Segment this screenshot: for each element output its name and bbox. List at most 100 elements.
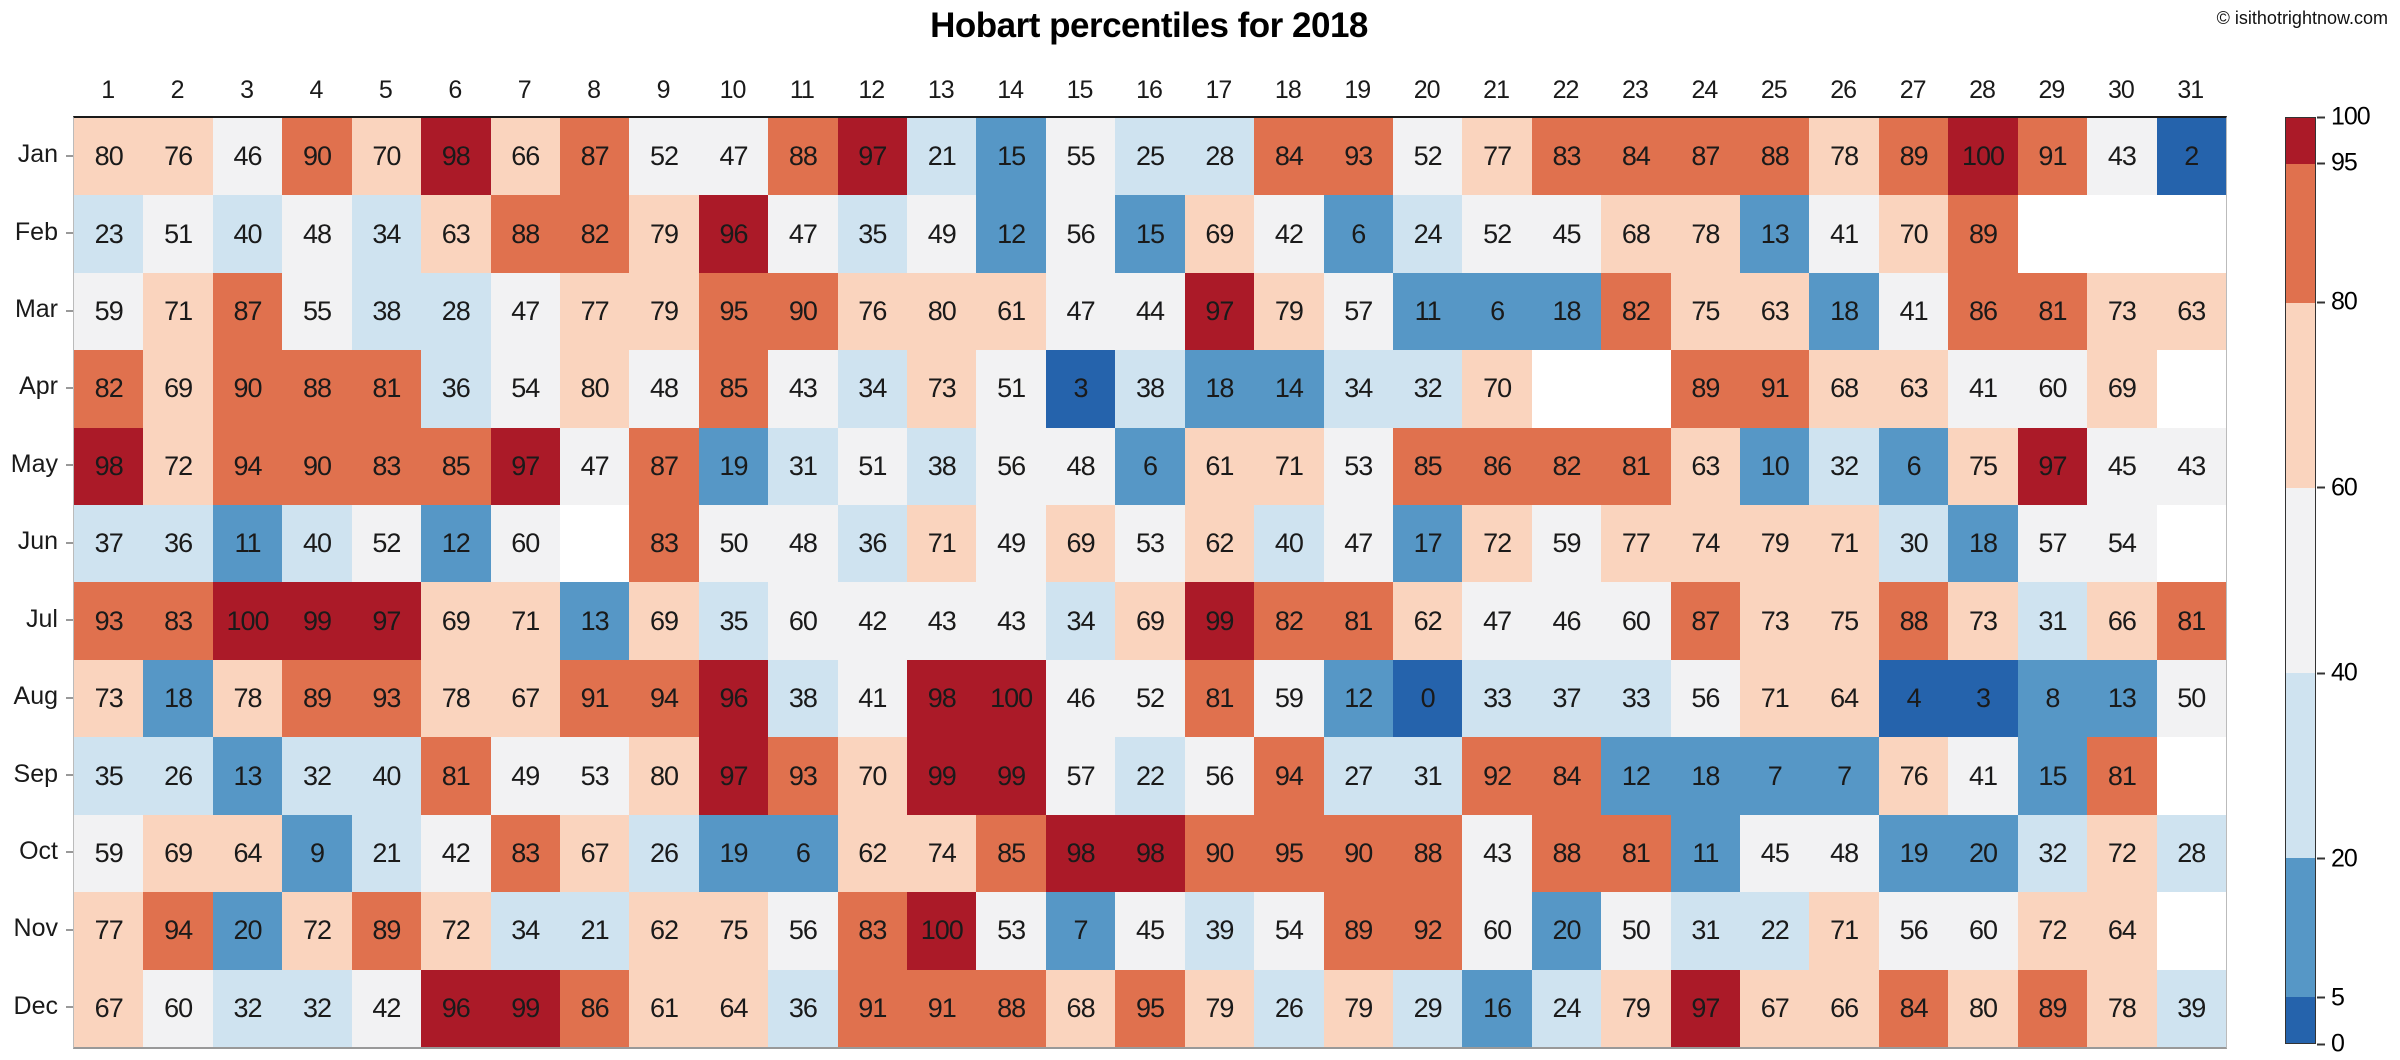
colorbar-band: [2286, 118, 2315, 165]
day-label: 16: [1136, 76, 1163, 104]
month-label: Nov: [13, 914, 58, 943]
heatmap-cell: 72: [282, 892, 352, 970]
heatmap-cell: 95: [1115, 969, 1185, 1047]
heatmap-cell: 49: [976, 505, 1046, 583]
day-label: 11: [789, 76, 815, 104]
heatmap-cell: 94: [143, 892, 213, 970]
heatmap-cell: 98: [1045, 814, 1116, 893]
heatmap-cell: 79: [1601, 969, 1671, 1047]
heatmap-cell: 69: [1184, 195, 1255, 273]
heatmap-cell: 2: [2156, 118, 2226, 196]
heatmap-cell: 49: [907, 195, 977, 273]
heatmap-cell: 89: [1948, 195, 2018, 273]
heatmap-cell: 46: [1045, 659, 1116, 738]
month-label: Jun: [17, 527, 58, 556]
heatmap-cell: 52: [629, 118, 699, 196]
heatmap-cell: 85: [1392, 427, 1463, 506]
heatmap-cell: 90: [1184, 814, 1255, 893]
colorbar-tick-mark: [2317, 162, 2325, 165]
heatmap-cell: 67: [559, 814, 630, 893]
heatmap-cell: 70: [1878, 195, 1949, 273]
heatmap-cell: 88: [1878, 582, 1949, 660]
heatmap-cell: 4: [1878, 659, 1949, 738]
day-label: 26: [1830, 76, 1857, 104]
day-label: 18: [1274, 76, 1302, 104]
heatmap-cell: 19: [698, 814, 769, 893]
y-axis-tick: [66, 658, 73, 735]
heatmap-cell: 7: [1740, 737, 1810, 815]
heatmap-cell: 43: [2156, 427, 2226, 506]
heatmap-cell: 88: [1392, 814, 1463, 893]
heatmap-cell: 18: [143, 659, 213, 738]
heatmap-cell: 78: [2087, 969, 2157, 1047]
heatmap-cell: 28: [421, 272, 491, 351]
heatmap-cell: 71: [1809, 892, 1879, 970]
heatmap-cell: 71: [143, 272, 213, 351]
heatmap-cell: 39: [2156, 969, 2226, 1047]
heatmap-cell: 12: [976, 195, 1046, 273]
heatmap-cell: 100: [1948, 118, 2018, 196]
heatmap-cell: 12: [1601, 737, 1671, 815]
heatmap-cell: 73: [1740, 582, 1810, 660]
heatmap-cell: 38: [907, 427, 977, 506]
heatmap-cell: 89: [2017, 969, 2088, 1047]
heatmap-cell: 69: [143, 814, 213, 893]
heatmap-cell: 71: [1254, 427, 1324, 506]
heatmap-cell: 62: [1392, 582, 1463, 660]
heatmap-cell: 21: [351, 814, 422, 893]
heatmap-cell: 15: [1115, 195, 1185, 273]
day-label: 27: [1899, 76, 1927, 104]
heatmap-cell: 24: [1531, 969, 1602, 1047]
colorbar-tick-label: 5: [2331, 983, 2345, 1012]
heatmap-cell: 87: [559, 118, 630, 196]
heatmap-cell: 63: [2156, 272, 2226, 351]
chart-title: Hobart percentiles for 2018: [930, 6, 1368, 45]
heatmap-cell: 64: [2087, 892, 2157, 970]
heatmap-cell: 32: [1392, 350, 1463, 428]
heatmap-cell: [2017, 195, 2088, 273]
watermark-credit: © isithotrightnow.com: [2216, 8, 2388, 28]
heatmap-cell: 72: [2017, 892, 2088, 970]
heatmap-cell: 78: [1809, 118, 1879, 196]
heatmap-cell: 76: [1878, 737, 1949, 815]
heatmap-cell: 69: [1045, 505, 1116, 583]
heatmap-cell: 60: [143, 969, 213, 1047]
heatmap-cell: 85: [421, 427, 491, 506]
heatmap-cell: 80: [559, 350, 630, 428]
heatmap-cell: 73: [1948, 582, 2018, 660]
heatmap-cell: 52: [1115, 659, 1185, 738]
heatmap-cell: 74: [907, 814, 977, 893]
heatmap-cell: 34: [490, 892, 560, 970]
heatmap-cell: 56: [768, 892, 838, 970]
day-label: 10: [719, 76, 747, 104]
heatmap-cell: 6: [1878, 427, 1949, 506]
heatmap-cell: 60: [1948, 892, 2018, 970]
day-label: 13: [927, 76, 955, 104]
heatmap-cell: 70: [351, 118, 422, 196]
heatmap-cell: 54: [2087, 505, 2157, 583]
heatmap-cell: 34: [351, 195, 422, 273]
day-label: 15: [1066, 76, 1094, 104]
colorbar-band: [2286, 858, 2315, 997]
heatmap-cell: 18: [1184, 350, 1255, 428]
heatmap-cell: 73: [74, 659, 144, 738]
heatmap-cell: 60: [2017, 350, 2088, 428]
heatmap-cell: 81: [2156, 582, 2226, 660]
y-axis-month-labels: Jan Feb Mar Apr May Jun Jul Aug Sep Oct Nov Dec: [0, 116, 58, 1045]
heatmap-cell: 72: [2087, 814, 2157, 893]
heatmap-cell: 43: [1462, 814, 1532, 893]
heatmap-cell: 66: [2087, 582, 2157, 660]
heatmap-cell: 26: [1254, 969, 1324, 1047]
heatmap-cell: 100: [212, 582, 283, 660]
heatmap-cell: [2156, 505, 2226, 583]
colorbar-band: [2286, 303, 2315, 488]
heatmap-cell: 59: [1254, 659, 1324, 738]
heatmap-cell: 48: [1045, 427, 1116, 506]
colorbar-tick-mark: [2317, 672, 2325, 675]
heatmap-cell: 53: [1323, 427, 1393, 506]
heatmap-cell: 66: [490, 118, 560, 196]
heatmap-cell: 23: [74, 195, 144, 273]
heatmap-cell: 55: [1045, 118, 1116, 196]
heatmap-cell: 66: [1809, 969, 1879, 1047]
heatmap-cell: 82: [1254, 582, 1324, 660]
